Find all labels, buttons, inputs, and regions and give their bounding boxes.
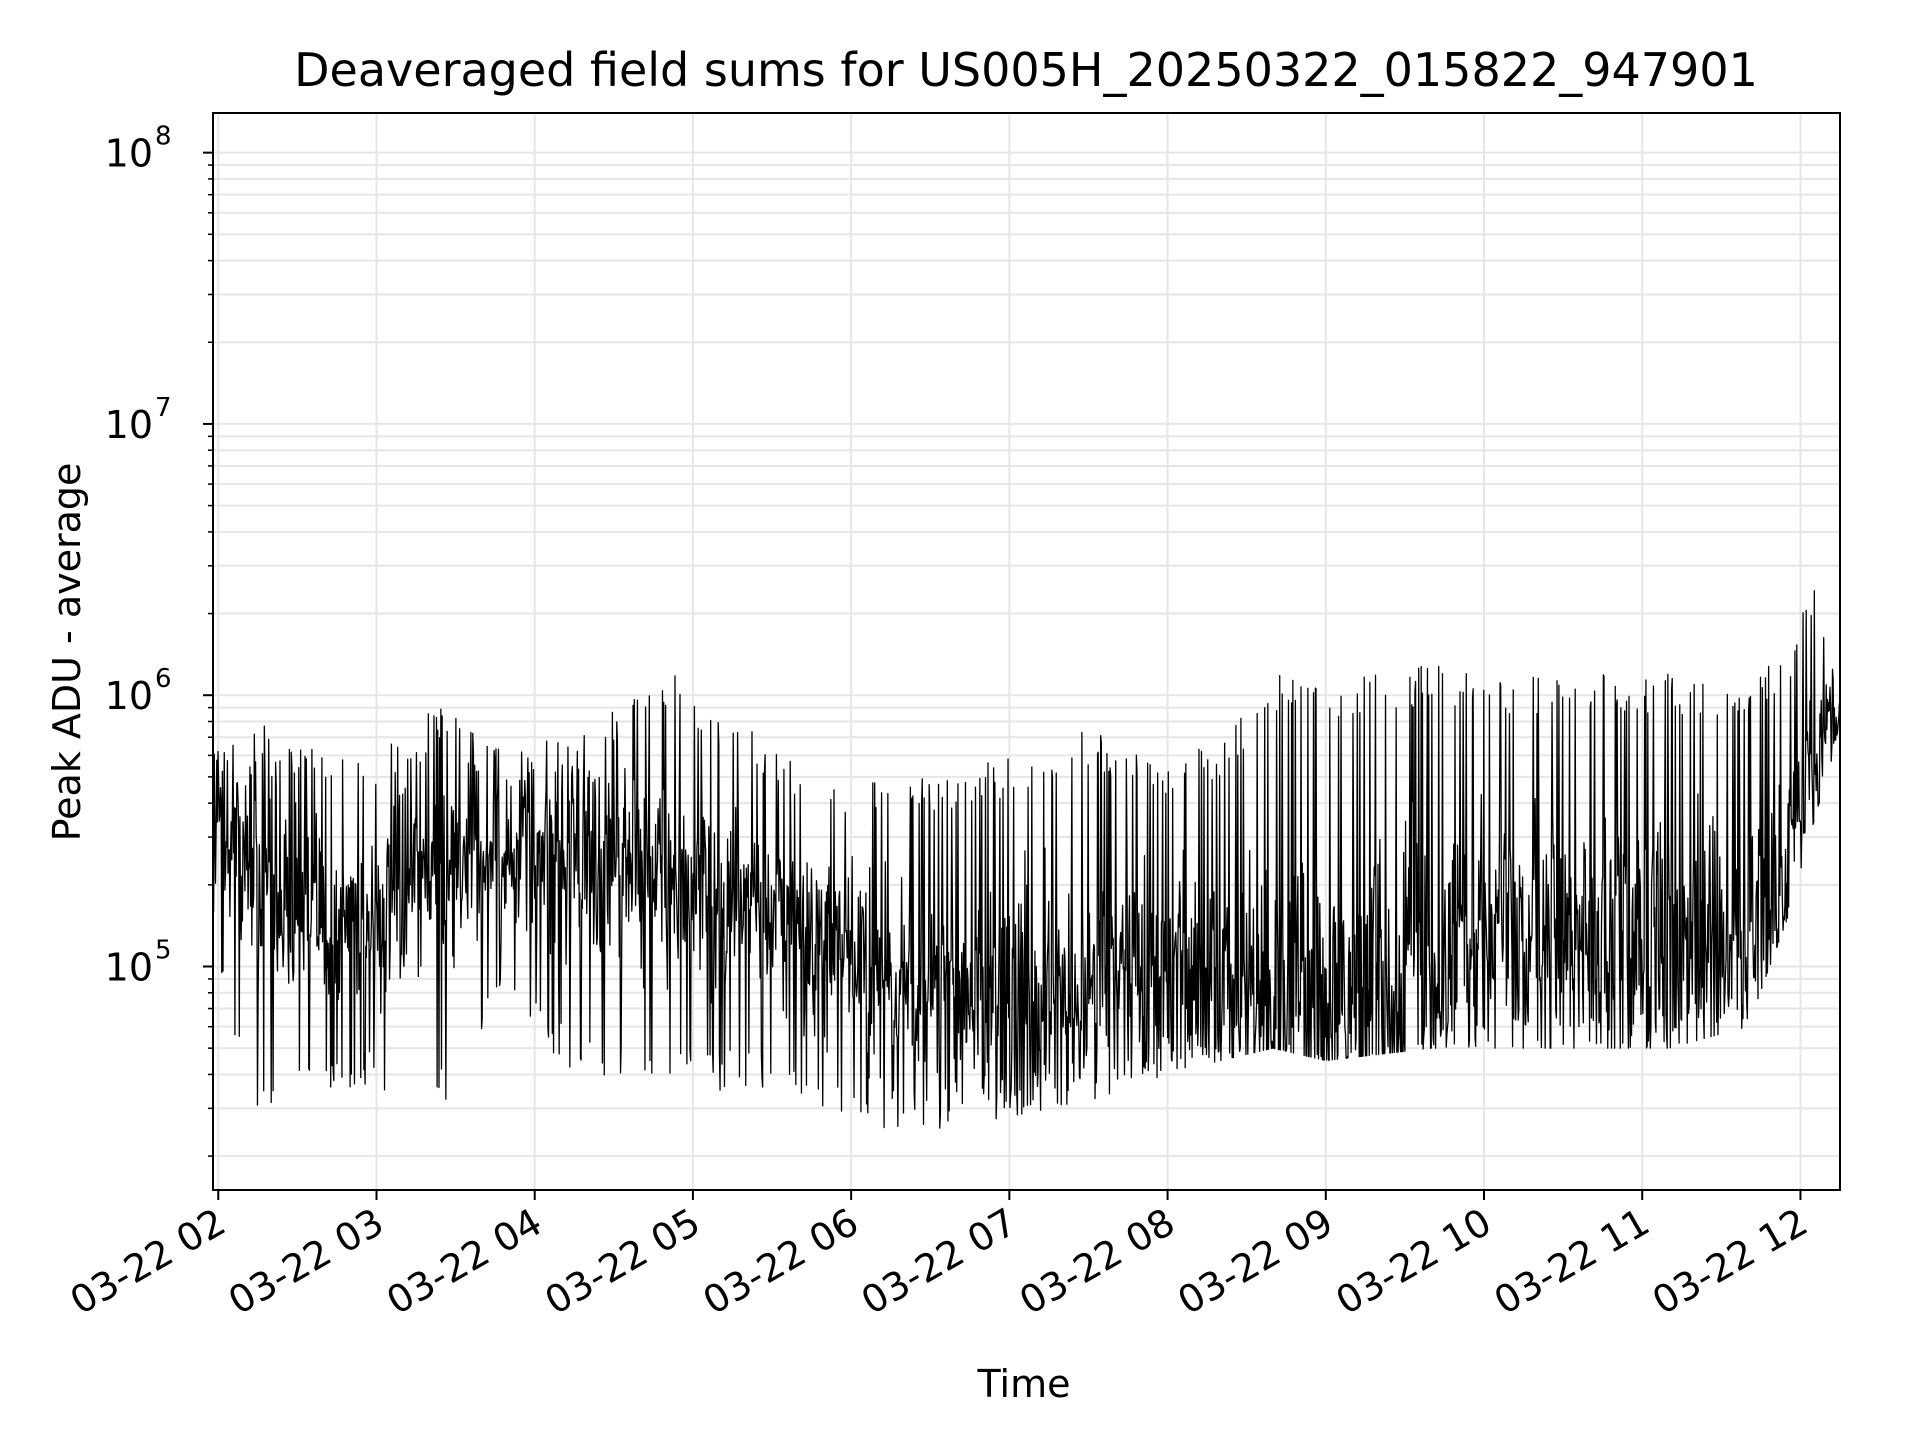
plot-frame xyxy=(212,112,1841,1191)
y-tick-label: 10 xyxy=(105,403,153,447)
chart-title: Deaveraged field sums for US005H_2025032… xyxy=(294,43,1758,97)
y-tick-label: 10 xyxy=(105,945,153,989)
y-tick-label: 10 xyxy=(105,674,153,718)
y-tick-exponent: 5 xyxy=(155,935,172,965)
x-axis-label: Time xyxy=(977,1362,1071,1406)
y-tick-exponent: 7 xyxy=(155,393,172,423)
y-axis-label: Peak ADU - average xyxy=(45,463,89,842)
y-tick-exponent: 6 xyxy=(155,664,172,694)
series-layer xyxy=(212,590,1841,1129)
y-tick-label: 10 xyxy=(105,132,153,176)
series-line xyxy=(212,590,1841,1129)
y-tick-exponent: 8 xyxy=(155,122,172,152)
